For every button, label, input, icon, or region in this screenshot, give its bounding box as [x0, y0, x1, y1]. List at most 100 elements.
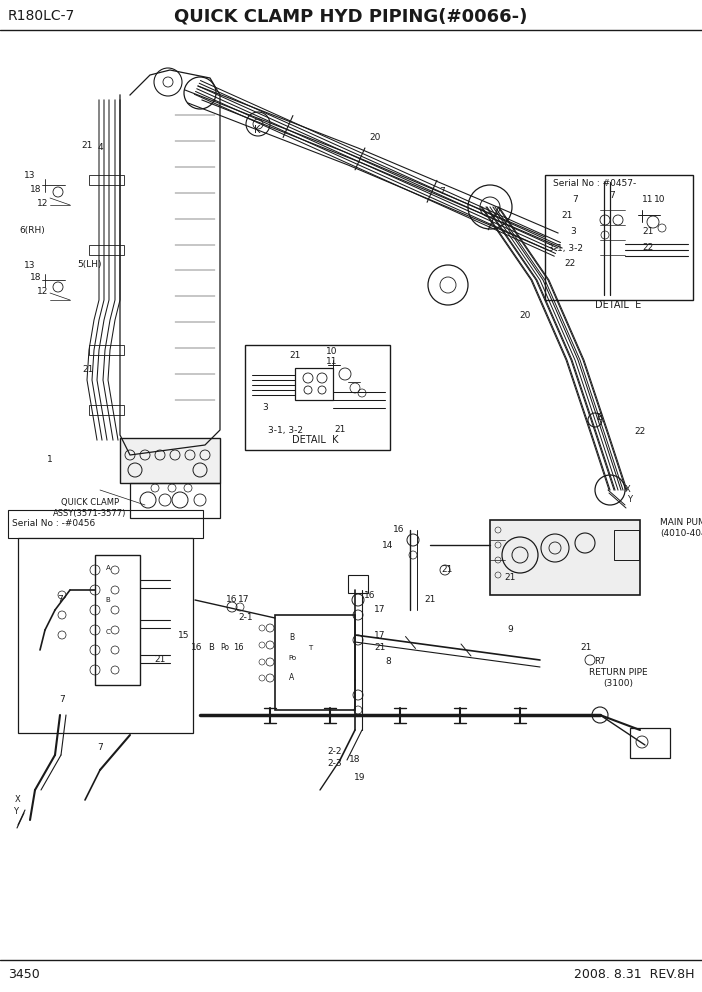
Text: 7: 7 [609, 190, 615, 199]
Bar [295, 368, 333, 400]
Text: 18: 18 [30, 274, 41, 283]
Text: 17: 17 [238, 595, 250, 604]
Text: 16: 16 [364, 591, 376, 600]
Text: 8: 8 [385, 658, 391, 667]
Bar [490, 520, 640, 595]
Text: Serial No : #0457-: Serial No : #0457- [553, 179, 636, 187]
Bar [245, 345, 390, 450]
Text: 20: 20 [519, 310, 531, 319]
Text: 6(RH): 6(RH) [19, 225, 45, 234]
Text: 21: 21 [442, 565, 453, 574]
Text: R7: R7 [595, 658, 606, 667]
Text: 16: 16 [191, 644, 203, 653]
Text: 12: 12 [37, 199, 48, 208]
Bar [89, 405, 124, 415]
Text: 19: 19 [355, 774, 366, 783]
Text: 3: 3 [570, 227, 576, 236]
Bar [348, 575, 368, 593]
Text: 20: 20 [369, 134, 380, 143]
Text: 17: 17 [374, 605, 386, 614]
Text: 16: 16 [232, 644, 244, 653]
Text: 21: 21 [289, 350, 300, 359]
Text: QUICK CLAMP
ASSY(3571-3577): QUICK CLAMP ASSY(3571-3577) [53, 498, 126, 518]
Text: 21: 21 [581, 644, 592, 653]
Text: 3-1, 3-2: 3-1, 3-2 [548, 243, 583, 253]
Text: 21: 21 [424, 595, 436, 604]
Text: DETAIL  K: DETAIL K [292, 435, 338, 445]
Bar [130, 483, 220, 518]
Text: 7: 7 [57, 595, 63, 604]
Text: 18: 18 [30, 186, 41, 194]
Text: 12: 12 [37, 288, 48, 297]
Text: 22: 22 [642, 243, 654, 253]
Text: 14: 14 [383, 541, 394, 550]
Text: X: X [625, 485, 631, 494]
Text: E: E [596, 414, 602, 423]
Bar [8, 510, 203, 538]
Text: B: B [105, 597, 110, 603]
Text: 22: 22 [564, 260, 576, 269]
Text: 21: 21 [642, 227, 654, 236]
Text: 21: 21 [81, 141, 93, 150]
Text: Y: Y [628, 495, 633, 505]
Text: 18: 18 [350, 756, 361, 765]
Text: A: A [105, 565, 110, 571]
Text: Po: Po [288, 655, 296, 661]
Text: Po: Po [220, 644, 230, 653]
Text: 10: 10 [654, 195, 665, 204]
Text: Y: Y [13, 807, 18, 816]
Text: DETAIL  E: DETAIL E [595, 300, 641, 310]
Text: 16: 16 [393, 526, 405, 535]
Text: 7: 7 [97, 743, 103, 753]
Text: MAIN PUMP
(4010-4040): MAIN PUMP (4010-4040) [660, 518, 702, 538]
Text: K: K [254, 125, 260, 135]
Text: 21: 21 [562, 210, 573, 219]
Text: B: B [289, 634, 295, 643]
Text: 7: 7 [572, 195, 578, 204]
Text: 13: 13 [25, 171, 36, 180]
Text: 21: 21 [374, 644, 385, 653]
Text: 7: 7 [439, 187, 445, 196]
Bar [89, 245, 124, 255]
Bar [545, 175, 693, 300]
Text: 3: 3 [262, 404, 268, 413]
Text: 2-2: 2-2 [328, 748, 343, 757]
Text: A: A [289, 674, 295, 682]
Bar [614, 530, 639, 560]
Text: 7: 7 [59, 695, 65, 704]
Text: 16: 16 [226, 595, 238, 604]
Text: B: B [208, 644, 214, 653]
Circle shape [588, 413, 602, 427]
Text: 1: 1 [47, 455, 53, 464]
Bar [275, 615, 355, 710]
Text: 17: 17 [374, 631, 386, 640]
Text: 9: 9 [507, 626, 513, 635]
Text: 5(LH): 5(LH) [78, 261, 102, 270]
Text: 11: 11 [326, 357, 338, 366]
Text: RETURN PIPE
(3100): RETURN PIPE (3100) [589, 669, 647, 687]
Text: 11: 11 [642, 195, 654, 204]
Text: QUICK CLAMP HYD PIPING(#0066-): QUICK CLAMP HYD PIPING(#0066-) [174, 7, 528, 25]
Text: R180LC-7: R180LC-7 [8, 9, 75, 23]
Text: Serial No : -#0456: Serial No : -#0456 [12, 520, 95, 529]
Text: 3-1, 3-2: 3-1, 3-2 [267, 426, 303, 434]
Text: C: C [105, 629, 110, 635]
Text: T: T [308, 645, 312, 651]
Text: 15: 15 [178, 631, 190, 640]
Text: 13: 13 [25, 261, 36, 270]
Text: 2-1: 2-1 [239, 613, 253, 623]
Text: 21: 21 [334, 426, 345, 434]
Text: 10: 10 [326, 347, 338, 356]
Bar [89, 175, 124, 185]
Bar [89, 345, 124, 355]
Text: 3450: 3450 [8, 968, 40, 981]
Bar [18, 538, 193, 733]
Text: 4: 4 [97, 144, 102, 153]
Bar [120, 438, 220, 483]
Text: X: X [15, 796, 21, 805]
Text: 21: 21 [154, 656, 166, 665]
Bar [95, 555, 140, 685]
Text: 21: 21 [504, 573, 516, 582]
Text: 21: 21 [82, 365, 93, 375]
Text: 22: 22 [635, 428, 646, 436]
